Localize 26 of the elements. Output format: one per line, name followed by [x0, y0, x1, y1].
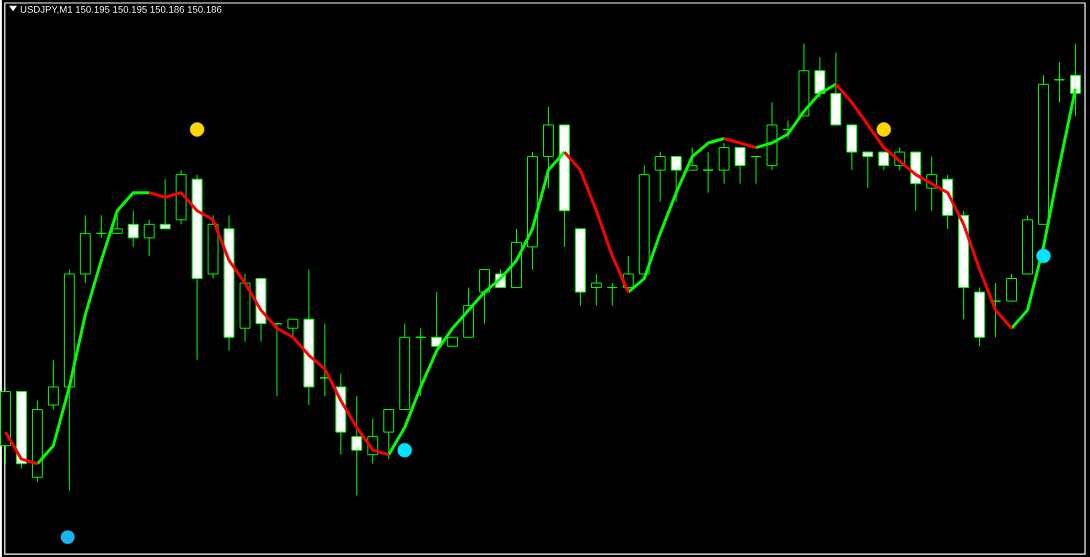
candlestick: [654, 151, 666, 203]
candlestick: [415, 327, 427, 397]
candlestick: [702, 151, 714, 194]
candlestick: [1006, 273, 1017, 302]
candlestick: [143, 219, 155, 257]
chart-title: USDJPY,M1 150.195 150.195 150.186 150.186: [20, 6, 222, 14]
candlestick: [606, 282, 618, 307]
candlestick: [862, 151, 874, 189]
candlestick: [351, 395, 363, 496]
candlestick: [383, 408, 395, 460]
candlestick: [127, 210, 139, 248]
candlestick: [590, 273, 602, 307]
candlestick: [878, 151, 890, 171]
candlestick: [431, 291, 443, 347]
candlestick: [47, 359, 59, 410]
candlestick: [95, 214, 107, 239]
candlestick: [718, 142, 730, 185]
candlestick: [287, 318, 299, 338]
candlestick: [319, 323, 331, 397]
candlestick: [479, 268, 490, 325]
candlestick: [159, 178, 171, 230]
candlestick: [734, 147, 746, 185]
candlestick: [1054, 61, 1065, 103]
candlestick: [111, 214, 123, 234]
candlestick: [750, 156, 762, 185]
candlestick: [670, 156, 682, 203]
